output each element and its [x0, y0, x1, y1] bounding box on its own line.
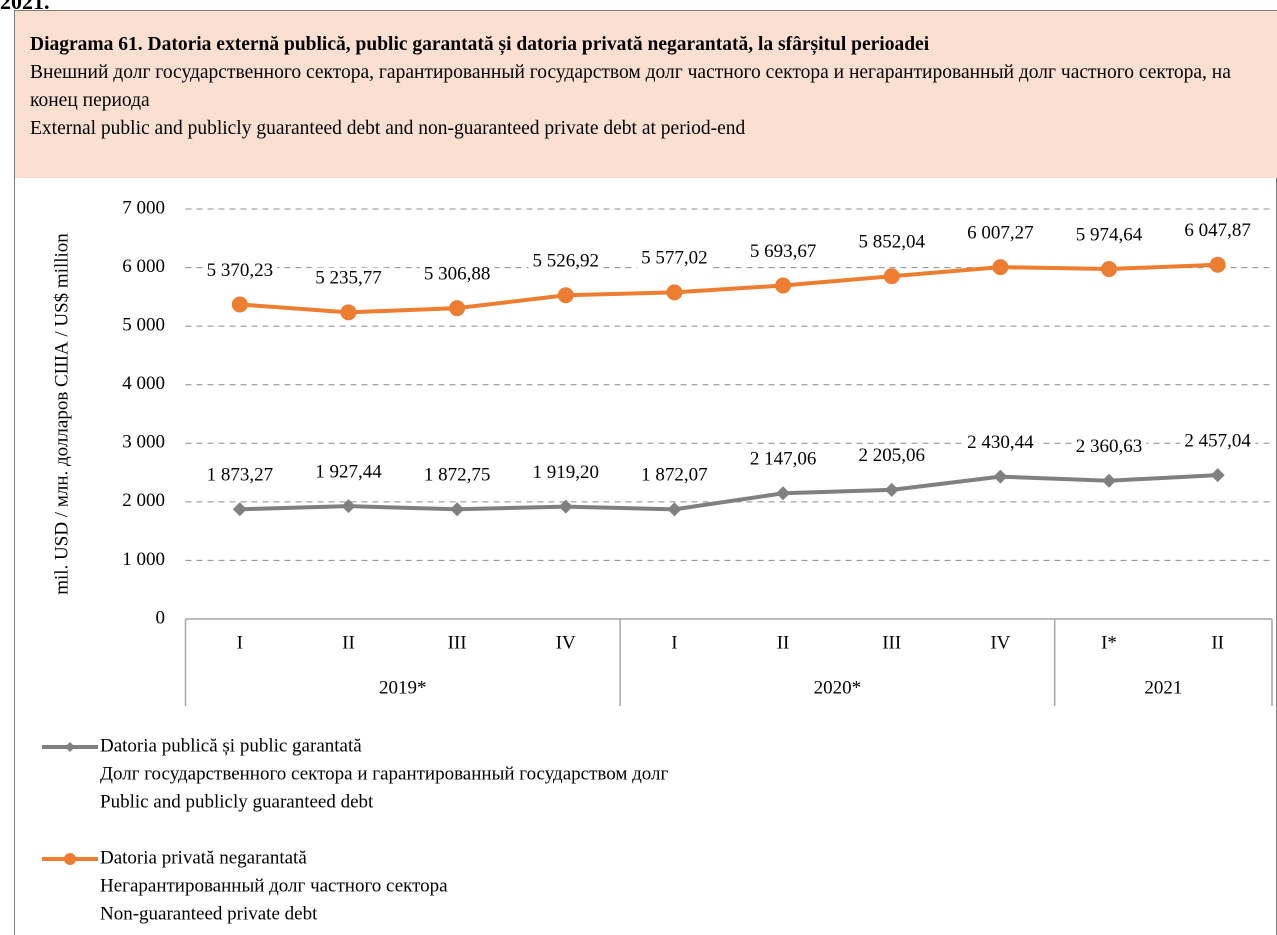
- marker: [1101, 261, 1118, 278]
- x-tick-label: II: [777, 632, 790, 653]
- data-label-bg: [637, 464, 712, 486]
- data-label: 2 430,44: [967, 432, 1034, 453]
- x-tick-label: II: [342, 632, 355, 653]
- data-label-bg: [745, 240, 821, 262]
- marker: [231, 296, 248, 313]
- legend-marker: [64, 853, 76, 865]
- y-tick-label: 5 000: [122, 315, 165, 336]
- marker: [884, 482, 899, 497]
- group-label: 2021: [1144, 677, 1182, 698]
- marker: [1102, 473, 1117, 488]
- subtitle: Внешний долг государственного сектора, г…: [30, 62, 1231, 111]
- data-label-bg: [745, 448, 821, 470]
- data-label: 6 047,87: [1184, 220, 1251, 241]
- data-label: 5 693,67: [750, 241, 817, 262]
- data-label: 1 927,44: [315, 461, 382, 482]
- data-label-bg: [854, 445, 929, 467]
- series-line: [239, 262, 1218, 315]
- marker: [1209, 256, 1226, 273]
- header: Diagrama 61. Datoria externă publică, pu…: [15, 11, 1277, 178]
- data-label: 2 147,06: [750, 449, 817, 470]
- data-label: 2 457,04: [1184, 430, 1251, 451]
- data-label: 2 360,63: [1076, 436, 1143, 457]
- x-tick-label: IV: [990, 632, 1010, 653]
- marker: [776, 486, 791, 501]
- marker: [993, 469, 1008, 484]
- data-label-bg: [419, 263, 495, 285]
- data-label-bg: [1071, 224, 1147, 246]
- data-label-bg: [311, 267, 386, 289]
- data-label: 5 370,23: [207, 260, 274, 281]
- series-line: [239, 473, 1218, 512]
- data-label: 5 577,02: [641, 248, 708, 269]
- data-label: 1 872,75: [424, 465, 491, 486]
- marker: [557, 287, 574, 304]
- data-label: 5 235,77: [315, 268, 382, 289]
- marker: [232, 502, 247, 517]
- legend-marker: [65, 742, 75, 752]
- y-tick-label: 0: [156, 607, 166, 628]
- chart-title: Diagrama 61. Datoria externă publică, pu…: [30, 34, 930, 55]
- marker: [667, 502, 682, 517]
- y-tick-label: 7 000: [122, 197, 165, 218]
- data-label: 5 526,92: [533, 251, 600, 272]
- data-label: 2 205,06: [858, 445, 925, 466]
- y-tick-label: 6 000: [122, 256, 165, 277]
- legend-label: Негарантированный долг частного сектора: [100, 875, 448, 896]
- y-tick-label: 2 000: [122, 490, 165, 511]
- y-axis-title: mil. USD / млн. долларов США / US$ milli…: [51, 233, 72, 595]
- data-label: 1 873,27: [207, 465, 274, 486]
- data-label: 5 974,64: [1076, 224, 1143, 245]
- marker: [450, 502, 465, 517]
- data-label-bg: [963, 222, 1038, 244]
- data-label-bg: [528, 250, 604, 272]
- data-label-bg: [637, 247, 712, 269]
- data-label-bg: [202, 464, 278, 486]
- marker: [558, 499, 573, 514]
- legend-label: Datoria publică și public garantată: [100, 735, 362, 756]
- marker: [883, 268, 900, 285]
- data-label-bg: [854, 231, 930, 253]
- x-tick-label: I: [237, 632, 243, 653]
- data-label: 1 872,07: [641, 465, 708, 486]
- data-label-bg: [1180, 220, 1255, 242]
- legend-label: Public and publicly guaranteed debt: [100, 791, 374, 812]
- marker: [340, 304, 357, 321]
- legend-label: Datoria privată negarantată: [100, 847, 307, 868]
- y-tick-label: 1 000: [122, 549, 165, 570]
- subtitle: External public and publicly guaranteed …: [30, 118, 746, 139]
- group-label: 2020*: [814, 677, 862, 698]
- data-label: 5 852,04: [858, 232, 925, 253]
- data-label-bg: [202, 259, 278, 281]
- legend-label: Долг государственного сектора и гарантир…: [100, 763, 669, 784]
- data-label-bg: [1180, 430, 1256, 452]
- y-tick-label: 3 000: [122, 432, 165, 453]
- data-label: 6 007,27: [967, 223, 1034, 244]
- data-label: 5 306,88: [424, 264, 491, 285]
- x-tick-label: IV: [556, 632, 576, 653]
- x-tick-label: III: [882, 632, 901, 653]
- marker: [666, 284, 683, 301]
- x-tick-label: III: [448, 632, 467, 653]
- group-label: 2019*: [379, 677, 427, 698]
- data-label-bg: [528, 461, 604, 483]
- data-label: 1 919,20: [533, 462, 600, 483]
- legend-label: Non-guaranteed private debt: [100, 903, 318, 924]
- data-label-bg: [311, 461, 387, 483]
- marker: [341, 499, 356, 514]
- data-label-bg: [419, 464, 495, 486]
- x-tick-label: I*: [1101, 632, 1117, 653]
- data-label-bg: [963, 432, 1039, 454]
- marker: [992, 259, 1009, 276]
- y-tick-label: 4 000: [122, 373, 165, 394]
- marker: [449, 300, 466, 317]
- data-label-bg: [1071, 436, 1147, 458]
- x-tick-label: II: [1211, 632, 1224, 653]
- marker: [1210, 468, 1225, 483]
- x-tick-label: I: [671, 632, 677, 653]
- marker: [775, 277, 792, 294]
